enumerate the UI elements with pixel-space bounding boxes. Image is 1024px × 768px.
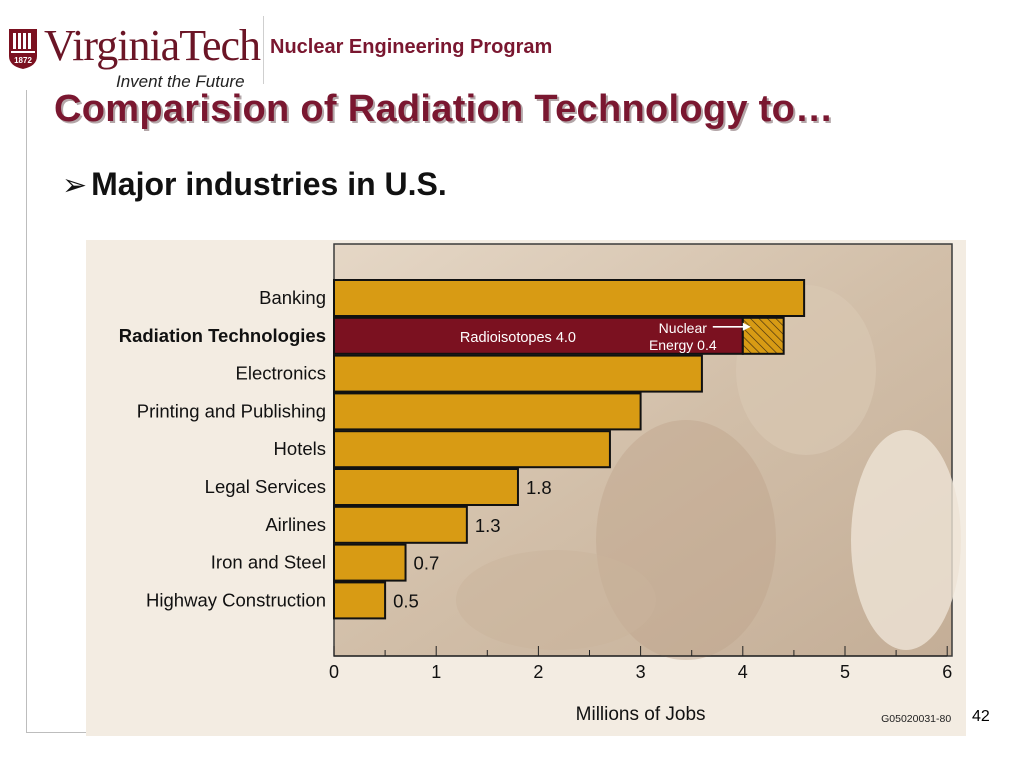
bullet-item: ➢ Major industries in U.S. [62,166,447,203]
bar-segment-radioisotopes [333,316,744,355]
figure-code: G05020031-80 [881,713,951,725]
arrow-bullet-icon: ➢ [62,169,88,202]
category-label: Hotels [274,438,326,459]
bar [333,543,407,582]
bar [333,279,806,317]
segment-label: Nuclear [659,320,708,336]
x-tick-label: 4 [738,662,748,682]
category-label: Banking [259,287,326,308]
x-tick-label: 3 [636,662,646,682]
bar [333,430,611,469]
bar [333,468,519,506]
x-tick-label: 5 [840,662,850,682]
x-tick-label: 0 [329,662,339,682]
bullet-text: Major industries in U.S. [91,166,447,202]
bottom-rule [26,732,86,733]
x-tick-label: 2 [533,662,543,682]
category-label: Highway Construction [146,589,326,610]
arrow-head-icon [742,322,751,331]
segment-label: Radioisotopes 4.0 [460,330,576,346]
shield-icon: 1872 [9,29,37,69]
slide-number: 42 [972,708,990,725]
logo-divider [263,16,264,84]
segment-label: Energy 0.4 [649,337,717,353]
category-label: Airlines [265,514,326,535]
category-label: Printing and Publishing [137,400,326,421]
category-label: Iron and Steel [211,552,326,573]
jobs-bar-chart: 0 1 2 3 4 5 6 Millions of Jobs Banking Radiation … [86,240,966,736]
photo-shape [456,550,656,650]
value-label: 0.5 [393,590,419,611]
bar [333,392,642,431]
logo-tagline: Invent the Future [116,72,245,91]
logo-wordmark: VirginiaTech [44,21,261,70]
x-axis-title: Millions of Jobs [576,704,706,725]
program-name: Nuclear Engineering Program [270,36,553,58]
category-label: Radiation Technologies [119,325,326,346]
category-label: Electronics [236,363,326,384]
bar [333,581,387,620]
bar [333,354,703,393]
bar-segment-nuclear-energy [741,316,785,355]
category-label: Legal Services [205,476,326,497]
value-label: 0.7 [414,553,440,574]
value-label: 1.3 [475,515,501,536]
university-logo: 1872 VirginiaTech Invent the Future [8,21,266,91]
left-rule [26,90,27,732]
logo-year: 1872 [14,56,32,65]
slide-title: Comparision of Radiation Technology to… [54,88,834,130]
x-tick-label: 1 [431,662,441,682]
photo-shape [851,430,961,650]
value-label: 1.8 [526,477,552,498]
bar [333,505,468,544]
x-tick-label: 6 [942,662,952,682]
